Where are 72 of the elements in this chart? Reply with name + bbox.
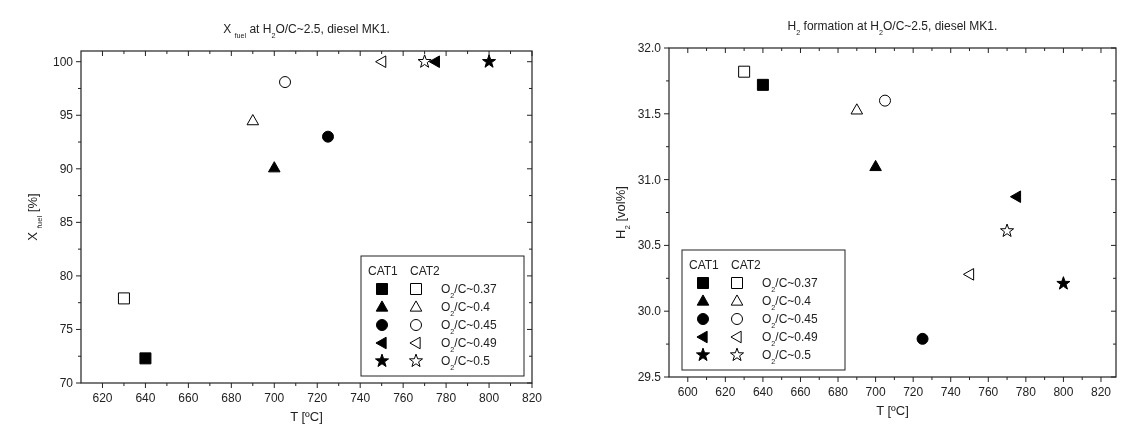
point [756,78,769,91]
x-tick-label: 720 [903,385,924,399]
x-axis-title: T [ºC] [290,409,323,424]
x-tick-label: 680 [828,385,849,399]
y-tick-label: 30.0 [637,304,662,319]
legend-label: O$_{2}$/C~0.5 [762,348,812,366]
point [117,292,130,305]
x-tick-label: 760 [978,385,999,399]
y-tick-label: 85 [59,215,74,230]
x-tick-label: 740 [350,391,371,405]
point [738,65,751,78]
y-tick-label: 95 [59,108,74,123]
x-tick-label: 700 [264,391,285,405]
point [850,103,864,115]
x-tick-label: 660 [178,391,199,405]
y-tick-label: 100 [52,54,74,69]
x-tick-label: 600 [677,385,699,399]
x-tick-label: 800 [479,391,500,405]
legend-title: CAT1 CAT2 [368,264,441,278]
x-tick-label: 740 [940,385,962,399]
point [268,161,281,173]
point [878,94,891,107]
point [1000,223,1015,237]
y-tick-label: 31.0 [637,172,662,187]
point [321,130,334,143]
x-tick-label: 820 [1090,385,1112,399]
legend-label: O$_{2}$/C~0.49 [441,336,498,354]
point [916,332,929,345]
legend-label: O$_{2}$/C~0.4 [762,294,812,312]
y-tick-label: 80 [59,268,74,283]
x-tick-label: 780 [436,391,457,405]
point [962,268,975,281]
point [869,159,882,172]
legend-label: O$_{2}$/C~0.49 [762,330,819,348]
point [1056,276,1071,290]
point [417,54,432,68]
legend-label: O$_{2}$/C~0.4 [441,300,491,318]
legend-label: O$_{2}$/C~0.5 [441,354,491,372]
chart-title: X $_{fuel}$ at H$_{2}$O/C~2.5, diesel MK1. [223,22,390,40]
y-tick-label: 75 [59,322,74,337]
x-tick-label: 680 [221,391,242,405]
x-tick-label: 640 [135,391,156,405]
legend-label: O$_{2}$/C~0.37 [441,282,498,300]
point [279,76,292,89]
legend-label: O$_{2}$/C~0.45 [441,318,498,336]
x-tick-label: 660 [790,385,811,399]
y-tick-label: 30.5 [637,238,662,253]
y-tick-label: 70 [59,376,74,390]
legend-label: O$_{2}$/C~0.45 [762,312,819,330]
x-axis-title: T [ºC] [876,403,909,418]
x-tick-label: 640 [752,385,774,399]
y-tick-label: 31.5 [637,106,662,121]
x-tick-label: 620 [92,391,113,405]
x-tick-label: 720 [307,391,328,405]
x-tick-label: 780 [1015,385,1037,399]
point [428,55,440,68]
y-tick-label: 90 [59,161,74,176]
x-tick-label: 620 [715,385,736,399]
x-tick-label: 800 [1053,385,1074,399]
point [246,114,260,126]
point [375,55,387,68]
point [1009,190,1022,203]
point [139,352,152,365]
x-tick-label: 760 [393,391,414,405]
y-tick-label: 29.5 [637,370,662,384]
x-tick-label: 700 [865,385,886,399]
chart-title: H$_{2}$ formation at H$_{2}$O/C~2.5, diesel MK1. [787,19,998,37]
x-tick-label: 820 [521,391,543,405]
legend-title: CAT1 CAT2 [689,258,762,272]
legend-label: O$_{2}$/C~0.37 [762,276,819,294]
y-tick-label: 32.0 [637,41,662,55]
point [482,54,497,68]
